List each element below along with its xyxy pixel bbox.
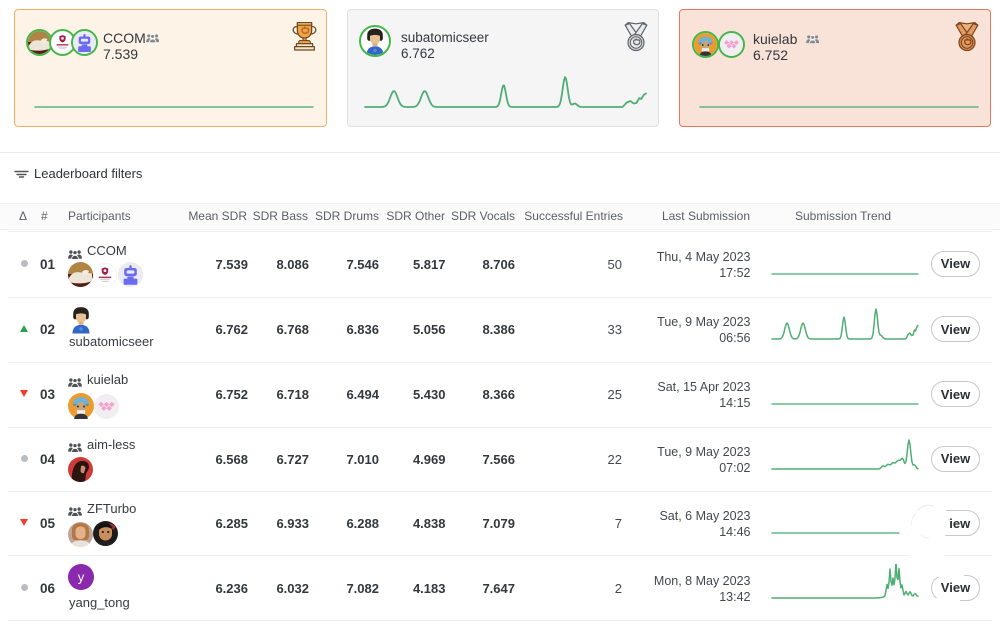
svg-text:y: y — [78, 570, 85, 585]
